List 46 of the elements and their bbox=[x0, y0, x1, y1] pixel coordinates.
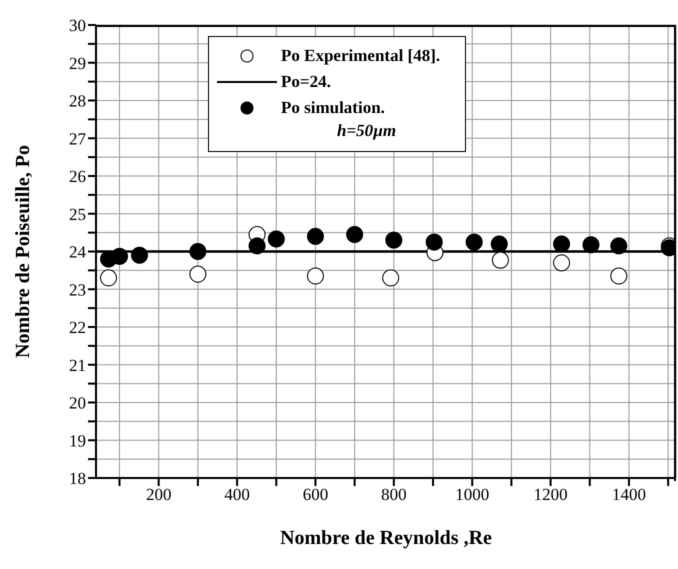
point bbox=[426, 234, 443, 251]
x-axis-title: Nombre de Reynolds ,Re bbox=[280, 527, 492, 549]
y-tick-label: 30 bbox=[69, 16, 86, 36]
point bbox=[131, 246, 148, 264]
point bbox=[306, 268, 324, 285]
y-tick-label: 25 bbox=[69, 204, 86, 224]
x-tick-label: 1400 bbox=[612, 485, 646, 504]
point bbox=[306, 228, 324, 245]
point bbox=[553, 254, 570, 272]
point bbox=[582, 236, 600, 254]
point bbox=[610, 237, 628, 254]
y-axis-title: Nombre de Poiseuille, Po bbox=[12, 145, 34, 358]
point bbox=[189, 266, 206, 283]
point bbox=[382, 269, 400, 286]
x-tick-label: 200 bbox=[146, 485, 172, 504]
x-tick-label: 1000 bbox=[455, 485, 490, 504]
y-tick-label: 29 bbox=[69, 54, 86, 73]
point bbox=[100, 269, 118, 286]
y-tick-label: 27 bbox=[69, 129, 86, 148]
annotation: h=50µm bbox=[336, 121, 398, 142]
point bbox=[466, 234, 483, 251]
y-tick-label: 24 bbox=[69, 242, 86, 262]
x-tick-label: 400 bbox=[224, 485, 250, 504]
point bbox=[385, 232, 402, 249]
legend-label: Po simulation. bbox=[281, 98, 385, 118]
y-tick-label: 28 bbox=[69, 92, 86, 111]
y-tick-label: 23 bbox=[69, 280, 86, 300]
point bbox=[490, 235, 508, 252]
point bbox=[346, 226, 364, 244]
point bbox=[553, 235, 570, 252]
point bbox=[492, 252, 509, 269]
legend-label: Po Experimental [48]. bbox=[281, 46, 440, 66]
y-tick-label: 20 bbox=[69, 394, 86, 413]
x-tick-label: 600 bbox=[302, 485, 328, 504]
y-tick-label: 21 bbox=[69, 356, 86, 375]
point bbox=[189, 243, 206, 260]
point bbox=[248, 237, 266, 254]
point bbox=[268, 230, 285, 248]
point bbox=[610, 268, 628, 285]
y-tick-label: 26 bbox=[69, 167, 86, 186]
x-tick-label: 1200 bbox=[534, 485, 568, 504]
legend-label: Po=24. bbox=[281, 72, 331, 92]
y-tick-label: 18 bbox=[69, 469, 86, 488]
y-tick-label: 19 bbox=[69, 431, 86, 450]
y-tick-label: 22 bbox=[69, 318, 86, 338]
x-tick-label: 800 bbox=[381, 485, 407, 504]
